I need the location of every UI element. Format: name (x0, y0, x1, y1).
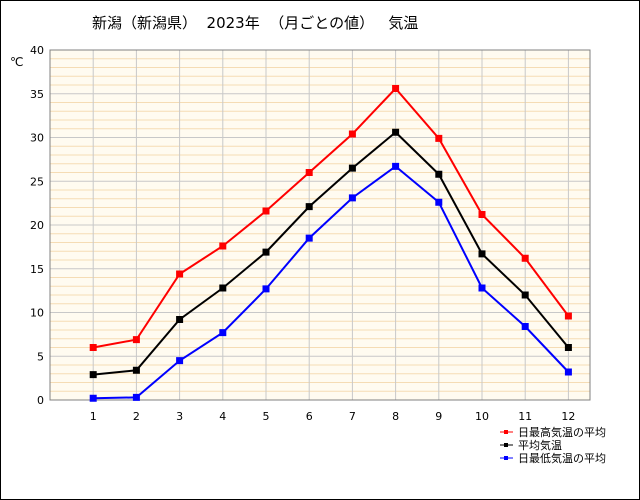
x-tick-label: 8 (392, 410, 399, 423)
data-point (262, 285, 270, 293)
legend-label: 日最低気温の平均 (518, 451, 606, 465)
data-point (219, 242, 227, 250)
legend-label: 平均気温 (518, 438, 562, 452)
x-tick-label: 5 (263, 410, 270, 423)
data-point (392, 85, 400, 92)
data-point (392, 162, 400, 170)
series-line (93, 165, 570, 400)
data-point (305, 203, 313, 211)
x-tick-label: 11 (518, 410, 532, 423)
data-point (435, 134, 443, 142)
grid (50, 50, 590, 400)
x-tick-label: 3 (176, 410, 183, 423)
data-point (262, 248, 270, 256)
data-point (392, 128, 400, 136)
data-point (89, 394, 97, 402)
series-1 (89, 128, 572, 379)
y-tick-label: 25 (30, 175, 44, 188)
data-point (521, 323, 529, 330)
legend-item: 日最低気温の平均 (500, 451, 606, 465)
x-tick-label: 10 (475, 410, 489, 423)
data-point (564, 344, 572, 351)
data-point (132, 336, 140, 344)
series-2 (89, 162, 572, 402)
series (89, 85, 572, 402)
data-point (262, 207, 270, 215)
y-tick-label: 5 (37, 350, 44, 363)
x-tick-label: 12 (561, 410, 575, 423)
y-tick-label: 40 (30, 44, 44, 57)
data-point (89, 344, 97, 351)
legend-item: 平均気温 (500, 438, 562, 452)
data-point (435, 198, 443, 206)
data-point (564, 312, 572, 320)
series-line (93, 87, 570, 349)
x-tick-label: 2 (133, 410, 140, 423)
legend-swatch-marker (504, 430, 508, 434)
x-tick-label: 4 (219, 410, 226, 423)
data-point (348, 164, 356, 172)
legend-swatch-marker (504, 456, 508, 460)
chart-title: 新潟（新潟県） 2023年 （月ごとの値） 気温 (92, 14, 419, 32)
plot-border (49, 49, 591, 401)
x-tick-label: 6 (306, 410, 313, 423)
data-point (348, 130, 356, 138)
y-tick-label: 35 (30, 88, 44, 101)
data-point (132, 393, 140, 401)
data-point (219, 284, 227, 292)
legend-label: 日最高気温の平均 (518, 425, 606, 439)
y-tick-label: 10 (30, 307, 44, 320)
y-tick-label: 30 (30, 132, 44, 145)
y-axis-unit-label: ℃ (10, 55, 23, 69)
data-point (305, 169, 313, 176)
legend-item: 日最高気温の平均 (500, 425, 606, 439)
y-tick-label: 15 (30, 263, 44, 276)
data-point (348, 194, 356, 202)
legend-swatch-marker (504, 443, 508, 447)
data-point (305, 234, 313, 242)
series-line (93, 130, 570, 376)
data-point (435, 170, 443, 178)
data-point (521, 254, 529, 262)
data-point (521, 291, 529, 299)
x-tick-label: 1 (90, 410, 97, 423)
data-point (478, 284, 486, 292)
x-tick-label: 9 (435, 410, 442, 423)
data-point (219, 329, 227, 337)
data-point (564, 368, 572, 376)
data-point (176, 270, 184, 278)
series-0 (89, 85, 572, 351)
data-point (89, 371, 97, 379)
x-tick-label: 7 (349, 410, 356, 423)
data-point (176, 357, 184, 365)
data-point (176, 316, 184, 323)
data-point (132, 366, 140, 374)
y-tick-label: 20 (30, 219, 44, 232)
data-point (478, 250, 486, 258)
y-tick-label: 0 (37, 394, 44, 407)
data-point (478, 211, 486, 218)
